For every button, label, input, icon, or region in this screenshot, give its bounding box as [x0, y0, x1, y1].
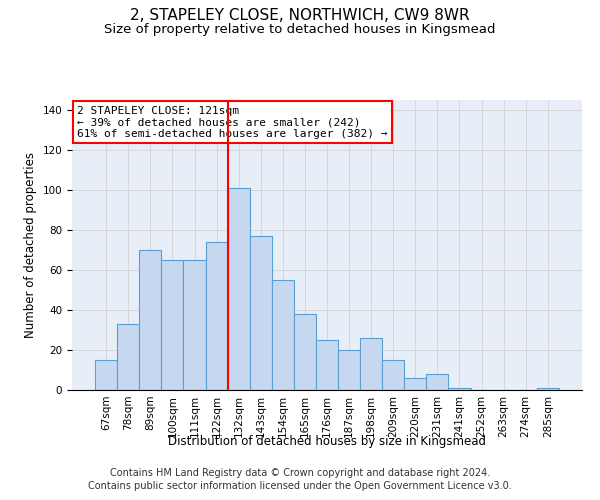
Bar — [184, 260, 206, 390]
Bar — [95, 360, 117, 390]
Bar — [448, 388, 470, 390]
Text: 2, STAPELEY CLOSE, NORTHWICH, CW9 8WR: 2, STAPELEY CLOSE, NORTHWICH, CW9 8WR — [130, 8, 470, 22]
Bar — [206, 242, 227, 390]
Text: Contains public sector information licensed under the Open Government Licence v3: Contains public sector information licen… — [88, 481, 512, 491]
Bar — [316, 340, 338, 390]
Bar — [250, 236, 272, 390]
Bar — [139, 250, 161, 390]
Bar — [427, 374, 448, 390]
Bar — [382, 360, 404, 390]
Text: Contains HM Land Registry data © Crown copyright and database right 2024.: Contains HM Land Registry data © Crown c… — [110, 468, 490, 477]
Bar — [360, 338, 382, 390]
Text: 2 STAPELEY CLOSE: 121sqm
← 39% of detached houses are smaller (242)
61% of semi-: 2 STAPELEY CLOSE: 121sqm ← 39% of detach… — [77, 106, 388, 139]
Bar — [227, 188, 250, 390]
Text: Distribution of detached houses by size in Kingsmead: Distribution of detached houses by size … — [168, 435, 486, 448]
Y-axis label: Number of detached properties: Number of detached properties — [24, 152, 37, 338]
Text: Size of property relative to detached houses in Kingsmead: Size of property relative to detached ho… — [104, 22, 496, 36]
Bar — [338, 350, 360, 390]
Bar — [294, 314, 316, 390]
Bar — [272, 280, 294, 390]
Bar — [404, 378, 427, 390]
Bar — [117, 324, 139, 390]
Bar — [537, 388, 559, 390]
Bar — [161, 260, 184, 390]
